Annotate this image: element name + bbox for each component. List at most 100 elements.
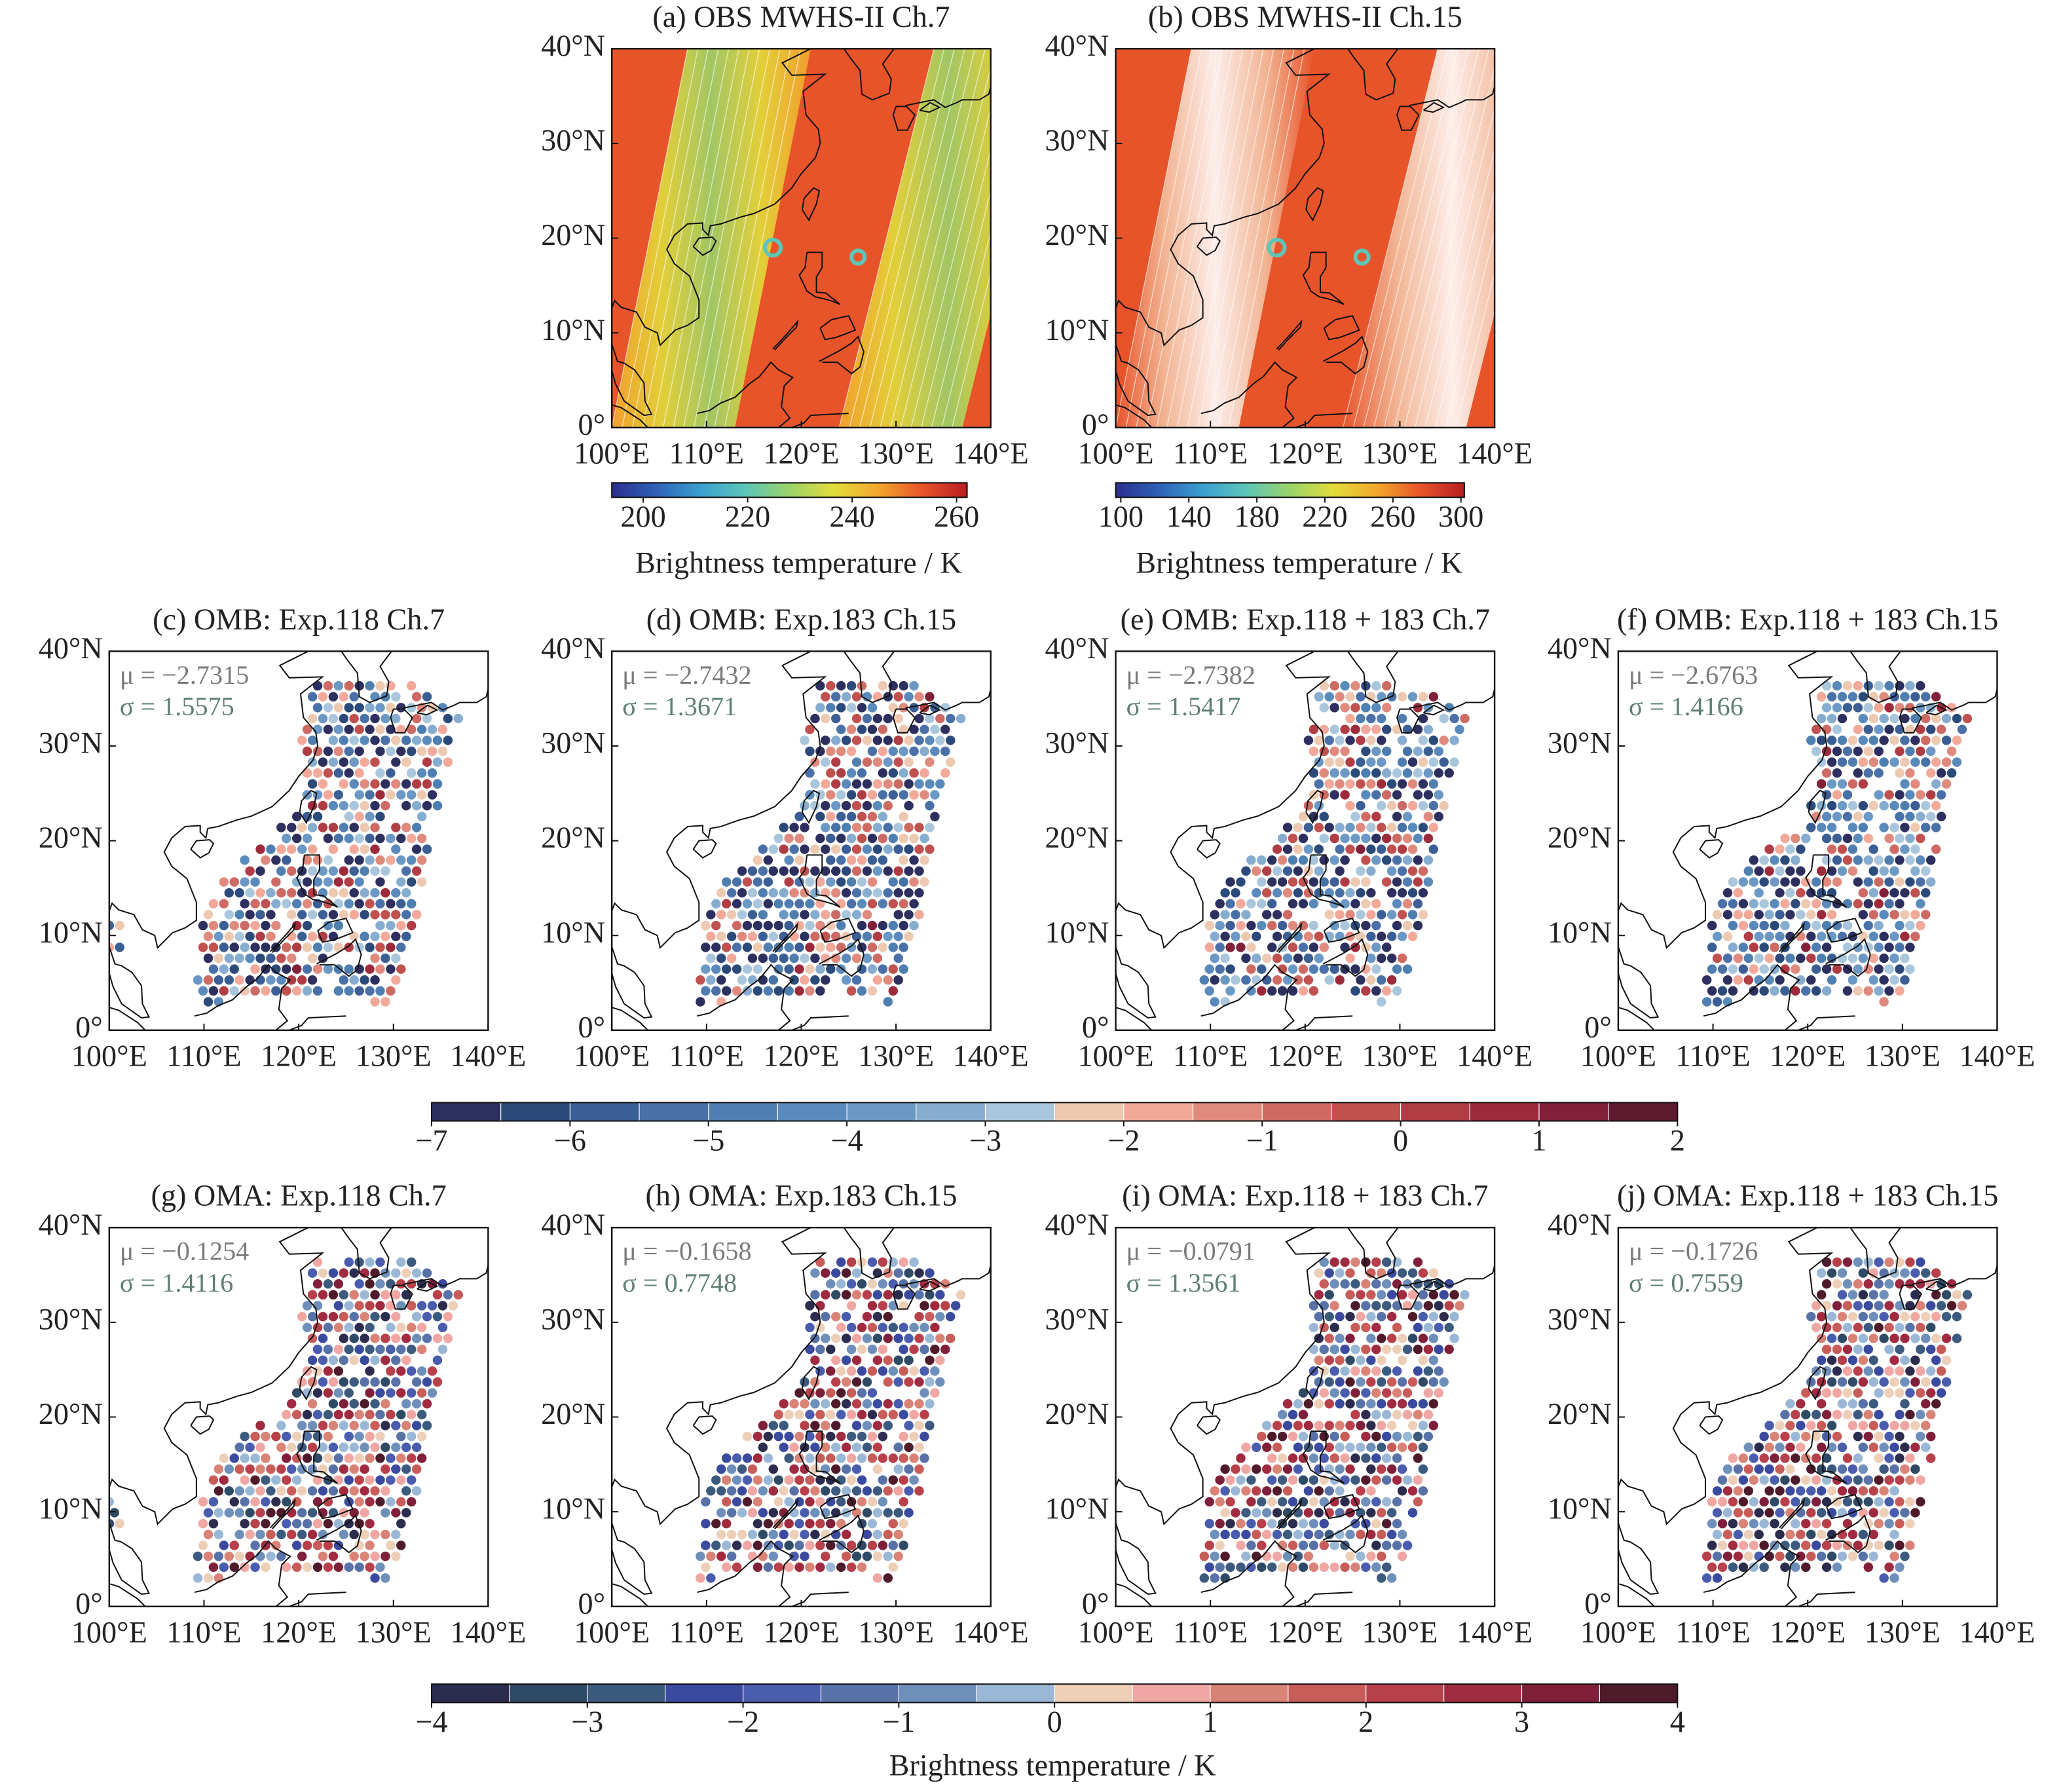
coastline	[296, 854, 339, 908]
departure-dot	[344, 877, 354, 887]
scan-line	[1383, 48, 1479, 428]
departure-dot	[255, 1464, 265, 1474]
sigma-stat: σ = 1.5417	[1126, 692, 1241, 721]
departure-dot	[1241, 866, 1251, 876]
departure-dot	[925, 757, 935, 767]
departure-dot	[1381, 1257, 1392, 1267]
departure-dot	[836, 790, 846, 800]
departure-dot	[1428, 779, 1439, 789]
departure-dot	[1905, 1301, 1915, 1311]
departure-dot	[1225, 920, 1235, 931]
departure-dot	[266, 1508, 276, 1518]
departure-dot	[318, 779, 328, 789]
departure-dot	[732, 1475, 742, 1485]
departure-dot	[1946, 768, 1957, 778]
departure-dot	[1868, 1311, 1878, 1322]
departure-dot	[1874, 1475, 1884, 1485]
departure-dot	[1837, 757, 1848, 767]
departure-dot	[878, 1453, 888, 1463]
departure-dot	[909, 833, 919, 844]
departure-dot	[1366, 931, 1376, 941]
departure-dot	[706, 1551, 716, 1561]
departure-dot	[1900, 1268, 1910, 1278]
departure-dot	[354, 1475, 364, 1485]
departure-dot	[1423, 1409, 1434, 1420]
departure-dot	[1298, 877, 1309, 887]
departure-dot	[883, 823, 893, 832]
y-tick-label: 20°N	[541, 1397, 605, 1430]
departure-dot	[1267, 1475, 1277, 1485]
departure-dot	[794, 1453, 804, 1463]
departure-dot	[1386, 1421, 1397, 1430]
departure-dot	[1418, 757, 1428, 767]
departure-dot	[360, 1290, 369, 1300]
departure-dot	[1314, 1399, 1324, 1409]
departure-dot	[1863, 1279, 1873, 1289]
departure-dot	[1921, 866, 1931, 876]
departure-dot	[339, 887, 349, 898]
departure-dot	[240, 877, 250, 887]
departure-dot	[1905, 790, 1915, 800]
departure-dot	[1262, 1508, 1272, 1518]
departure-dot	[893, 1442, 903, 1453]
departure-dot	[1418, 713, 1428, 724]
departure-dot	[836, 1431, 846, 1442]
departure-dot	[846, 833, 857, 844]
departure-dot	[1361, 1279, 1371, 1289]
departure-dot	[323, 855, 333, 865]
departure-dot	[1884, 833, 1894, 844]
departure-dot	[737, 1464, 747, 1474]
departure-dot	[1816, 1529, 1827, 1540]
departure-dot	[862, 1377, 872, 1387]
x-tick-label: 130°E	[356, 1039, 432, 1073]
y-tick-label: 0°	[1584, 1011, 1612, 1044]
departure-dot	[1204, 943, 1214, 952]
departure-dot	[208, 986, 219, 996]
departure-dot	[1816, 1355, 1827, 1365]
departure-dot	[810, 866, 820, 876]
departure-dot	[914, 779, 924, 789]
departure-dot	[1848, 1377, 1858, 1387]
departure-dot	[1884, 1344, 1894, 1354]
departure-dot	[318, 1355, 328, 1365]
departure-dot	[1204, 1497, 1214, 1507]
departure-dot	[1366, 887, 1376, 898]
departure-dot	[1386, 1334, 1397, 1343]
departure-dot	[365, 1431, 375, 1442]
departure-dot	[836, 1409, 846, 1420]
departure-dot	[287, 953, 297, 963]
departure-dot	[406, 790, 417, 800]
departure-dot	[1754, 953, 1764, 963]
departure-dot	[1827, 866, 1837, 876]
departure-dot	[1272, 866, 1282, 876]
departure-dot	[1717, 986, 1728, 996]
departure-dot	[1712, 1508, 1722, 1518]
departure-dot	[312, 1388, 323, 1398]
departure-dot	[365, 790, 375, 800]
departure-dot	[318, 1334, 328, 1343]
departure-dot	[1262, 953, 1272, 963]
departure-dot	[1345, 757, 1355, 767]
departure-dot	[810, 844, 820, 854]
y-tick-label: 0°	[578, 1586, 606, 1620]
departure-dot	[365, 1301, 375, 1311]
departure-dot	[1314, 844, 1324, 854]
departure-dot	[1868, 1355, 1878, 1365]
departure-dot	[872, 887, 883, 898]
departure-dot	[1252, 931, 1261, 941]
departure-dot	[1821, 1409, 1832, 1420]
departure-dot	[1329, 1497, 1339, 1507]
departure-dot	[935, 779, 945, 789]
departure-dot	[1241, 1486, 1251, 1496]
departure-dot	[1335, 844, 1345, 854]
departure-dot	[904, 800, 914, 811]
departure-dot	[375, 1431, 385, 1442]
departure-dot	[1853, 1344, 1863, 1354]
departure-dot	[422, 757, 432, 767]
departure-dot	[940, 1279, 950, 1289]
departure-dot	[344, 833, 354, 844]
departure-dot	[1749, 964, 1758, 974]
departure-dot	[1842, 1366, 1853, 1376]
departure-dot	[1423, 1366, 1434, 1376]
departure-dot	[1252, 1508, 1261, 1518]
